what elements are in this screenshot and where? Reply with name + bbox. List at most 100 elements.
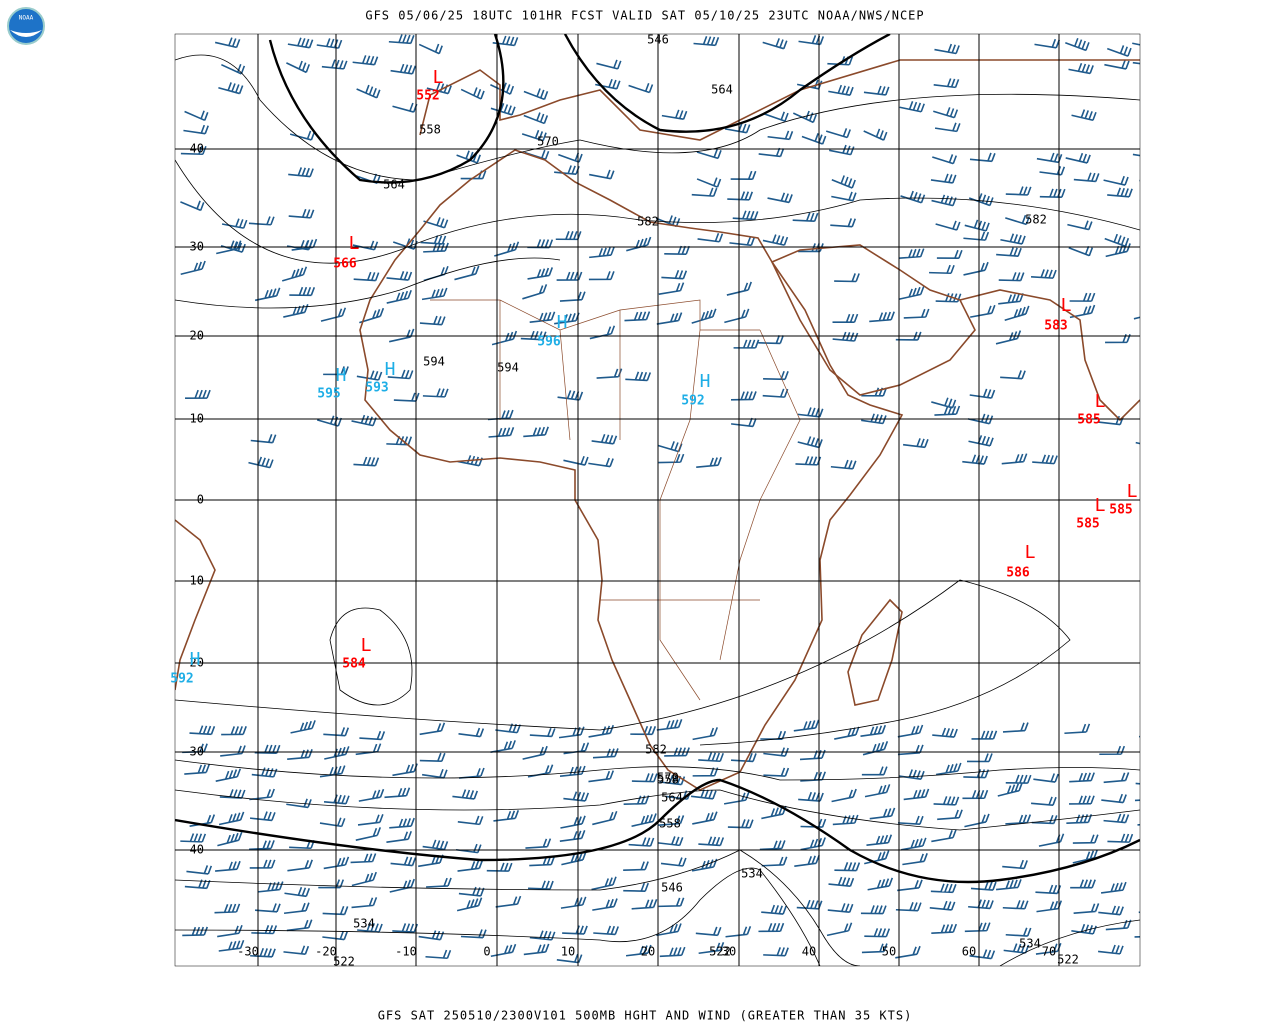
wind-barb (861, 943, 888, 954)
wind-barb (251, 925, 278, 935)
wind-barb (357, 814, 384, 826)
wind-barb (288, 208, 315, 219)
wind-barb (180, 260, 206, 275)
wind-barb (1039, 166, 1066, 176)
wind-barb (588, 724, 615, 738)
wind-barb (968, 899, 994, 910)
wind-barb (1002, 722, 1029, 733)
wind-barb (624, 311, 651, 322)
wind-barb (1031, 814, 1058, 825)
wind-barb (903, 308, 930, 319)
contour (175, 579, 1071, 746)
wind-barb (792, 110, 818, 124)
wind-barb (657, 441, 683, 453)
lat-label: -20 (182, 656, 204, 670)
wind-barb (257, 881, 284, 893)
wind-barb (760, 730, 787, 741)
wind-barb (831, 175, 856, 189)
wind-barb (392, 923, 419, 933)
wind-barb (593, 925, 619, 936)
wind-barb (596, 368, 623, 379)
wind-barb (387, 369, 414, 380)
wind-barb (351, 871, 377, 887)
wind-barb (184, 110, 209, 122)
wind-barb (930, 883, 957, 894)
wind-barb (386, 271, 413, 281)
wind-barb (901, 837, 927, 851)
wind-barb (799, 749, 826, 761)
wind-barb (321, 59, 348, 70)
wind-barb (661, 109, 688, 120)
wind-barb (591, 876, 617, 891)
wind-barb (182, 926, 209, 937)
wind-barb (762, 38, 788, 50)
wind-barb (281, 266, 308, 282)
contour-label: 558 (659, 817, 681, 831)
pressure-center-value: 586 (1006, 566, 1030, 581)
wind-barb (490, 103, 516, 116)
wind-barb (658, 282, 685, 295)
wind-barb (969, 152, 996, 163)
wind-barb (825, 128, 851, 139)
contour-label: 570 (537, 135, 559, 149)
wind-barb (759, 840, 786, 851)
wind-barb (454, 265, 480, 281)
pressure-center-value: 585 (1109, 503, 1132, 518)
wind-barb (1000, 370, 1026, 380)
wind-barb (358, 788, 385, 802)
wind-barb (493, 810, 520, 822)
wind-barb (217, 831, 243, 847)
wind-barb (390, 856, 417, 867)
wind-barb (249, 840, 275, 851)
wind-barb (937, 809, 963, 821)
wind-barb (291, 238, 318, 251)
wind-barb (1134, 935, 1140, 938)
wind-barb (1066, 814, 1093, 824)
wind-barb (1002, 859, 1028, 870)
wind-barb (832, 313, 859, 323)
wind-barb (1135, 782, 1140, 785)
lon-label: -30 (237, 945, 259, 959)
map-footer: GFS SAT 250510/2300V101 500MB HGHT AND W… (378, 1009, 913, 1023)
wind-barb (864, 850, 890, 865)
pressure-center-symbol: L (361, 635, 372, 656)
wind-barb (1038, 833, 1065, 847)
wind-barb (794, 855, 820, 867)
wind-barb (628, 82, 654, 94)
contour-label: 564 (661, 791, 683, 805)
wind-barb (421, 287, 448, 301)
contour-label: 534 (1019, 937, 1041, 951)
pressure-center-value: 595 (317, 387, 340, 402)
wind-barb (935, 762, 962, 776)
wind-barb (698, 752, 724, 763)
wind-barb (659, 774, 686, 786)
wind-barb (492, 35, 519, 47)
wind-barb (323, 794, 350, 805)
wind-barb (659, 946, 686, 958)
wind-barb (457, 455, 483, 467)
logo-text: NOAA (19, 15, 34, 22)
wind-barb (563, 791, 590, 802)
noaa-logo: NOAA (7, 7, 45, 45)
wind-barb (1138, 911, 1140, 914)
wind-barb (351, 897, 378, 909)
wind-barb (899, 286, 925, 300)
wind-barb (931, 923, 958, 934)
wind-barb (218, 811, 245, 826)
wind-barb (221, 218, 248, 229)
wind-barb (215, 768, 242, 782)
contour (999, 919, 1140, 966)
wind-barb (418, 854, 444, 868)
wind-barb (249, 788, 275, 801)
wind-barb (353, 456, 380, 467)
wind-barb (936, 249, 963, 260)
wind-barb (320, 307, 347, 322)
wind-barb (996, 247, 1022, 257)
wind-barb (798, 35, 825, 46)
wind-barb (455, 843, 482, 854)
wind-barb (932, 727, 958, 738)
wind-barb (283, 902, 310, 915)
wind-barb (323, 727, 350, 737)
wind-barb (1105, 243, 1131, 258)
wind-barb (458, 886, 485, 897)
